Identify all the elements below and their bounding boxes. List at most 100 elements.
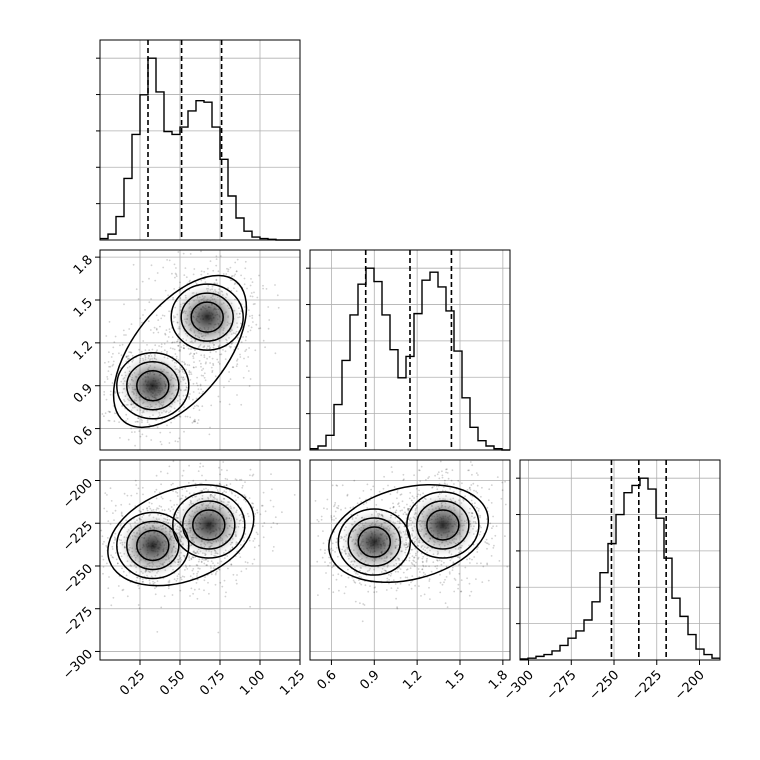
- scatter-point: [205, 487, 207, 490]
- scatter-point: [418, 585, 420, 587]
- scatter-point: [223, 490, 226, 493]
- scatter-point: [386, 580, 389, 582]
- scatter-point: [492, 515, 494, 518]
- scatter-point: [436, 565, 439, 567]
- scatter-point: [471, 473, 473, 476]
- scatter-point: [111, 382, 114, 384]
- scatter-point: [367, 590, 370, 593]
- scatter-point: [164, 289, 167, 292]
- scatter-point: [214, 583, 217, 586]
- scatter-point: [337, 555, 339, 558]
- scatter-point: [108, 576, 110, 578]
- scatter-point: [209, 260, 212, 262]
- scatter-point: [252, 303, 255, 306]
- contour-line: [190, 301, 224, 333]
- scatter-point: [109, 487, 112, 490]
- scatter-point: [146, 507, 148, 510]
- scatter-point: [240, 544, 242, 546]
- scatter-point: [406, 568, 409, 570]
- scatter-point: [409, 491, 412, 494]
- scatter-point: [199, 490, 202, 493]
- scatter-point: [412, 559, 415, 562]
- scatter-point: [150, 502, 153, 505]
- scatter-point: [193, 366, 195, 369]
- scatter-point: [114, 532, 117, 535]
- scatter-point: [138, 509, 141, 512]
- scatter-point: [321, 556, 324, 559]
- scatter-point: [178, 437, 181, 440]
- scatter-point: [184, 362, 186, 365]
- scatter-point: [176, 492, 179, 494]
- scatter-point: [215, 570, 218, 573]
- scatter-point: [387, 484, 389, 487]
- scatter-point: [105, 398, 108, 401]
- scatter-point: [222, 349, 224, 351]
- scatter-point: [110, 500, 113, 502]
- scatter-point: [243, 498, 246, 501]
- scatter-point: [481, 486, 483, 489]
- density-blob: [118, 513, 187, 578]
- scatter-point: [112, 512, 114, 514]
- panel-hist-2: [516, 459, 721, 661]
- scatter-point: [219, 482, 221, 485]
- axes-frame: [309, 249, 511, 451]
- scatter-point: [188, 464, 191, 467]
- scatter-point: [408, 507, 411, 510]
- scatter-point: [103, 415, 105, 418]
- scatter-point: [258, 274, 260, 277]
- scatter-point: [248, 315, 251, 318]
- scatter-point: [472, 482, 475, 485]
- scatter-point: [488, 488, 491, 491]
- scatter-point: [185, 490, 188, 492]
- scatter-point: [228, 345, 231, 348]
- scatter-point: [245, 500, 247, 503]
- scatter-point: [228, 371, 231, 373]
- scatter-point: [188, 370, 191, 372]
- scatter-point: [173, 288, 176, 290]
- scatter-point: [239, 478, 241, 481]
- scatter-point: [333, 504, 336, 506]
- scatter-point: [212, 562, 214, 565]
- scatter-point: [177, 251, 180, 253]
- scatter-point: [331, 549, 334, 552]
- scatter-point: [155, 474, 158, 477]
- scatter-point: [197, 419, 200, 421]
- scatter-point: [208, 356, 211, 358]
- scatter-point: [217, 395, 220, 398]
- scatter-point: [125, 519, 128, 522]
- scatter-point: [128, 503, 131, 506]
- scatter-point: [417, 556, 420, 559]
- scatter-point: [149, 329, 152, 331]
- scatter-point: [127, 357, 129, 360]
- scatter-point: [439, 581, 442, 584]
- scatter-point: [236, 337, 239, 339]
- scatter-point: [226, 469, 228, 472]
- x-tick-label: 1.25: [277, 668, 308, 699]
- scatter-point: [248, 385, 251, 387]
- scatter-point: [395, 597, 397, 600]
- scatter-point: [418, 571, 421, 573]
- scatter-point: [220, 353, 223, 356]
- scatter-point: [221, 585, 224, 588]
- scatter-point: [121, 515, 124, 517]
- scatter-point: [393, 486, 396, 488]
- scatter-point: [252, 540, 255, 542]
- scatter-point: [397, 502, 400, 504]
- scatter-point: [234, 282, 237, 284]
- scatter-point: [206, 267, 209, 270]
- scatter-point: [194, 349, 196, 351]
- scatter-point: [243, 277, 246, 280]
- panel-hist-0: [96, 39, 301, 241]
- scatter-point: [456, 555, 459, 558]
- scatter-point: [212, 364, 215, 366]
- scatter-point: [501, 481, 504, 484]
- scatter-point: [160, 470, 162, 473]
- scatter-point: [333, 531, 335, 533]
- x-tick-label: 0.9: [357, 668, 382, 693]
- scatter-point: [246, 512, 249, 515]
- scatter-point: [374, 586, 376, 589]
- scatter-point: [106, 562, 108, 565]
- scatter-point: [331, 518, 333, 521]
- scatter-point: [188, 373, 191, 376]
